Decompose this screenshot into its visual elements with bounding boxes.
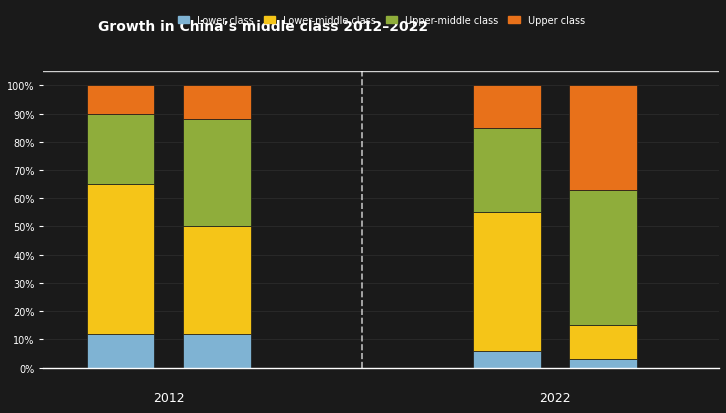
Bar <box>87 334 155 368</box>
Legend: Lower class, Lower-middle class, Upper-middle class, Upper class: Lower class, Lower-middle class, Upper-m… <box>174 12 589 30</box>
Text: 2012: 2012 <box>153 391 184 404</box>
Bar <box>184 334 251 368</box>
Bar <box>87 185 155 334</box>
Bar <box>569 325 637 359</box>
Bar <box>184 120 251 227</box>
Bar <box>87 114 155 185</box>
Bar <box>569 359 637 368</box>
Text: Growth in China’s middle class 2012–2022: Growth in China’s middle class 2012–2022 <box>97 19 428 33</box>
Bar <box>473 213 541 351</box>
Bar <box>87 86 155 114</box>
Text: 2022: 2022 <box>539 391 571 404</box>
Bar <box>473 86 541 128</box>
Bar <box>184 227 251 334</box>
Bar <box>473 351 541 368</box>
Bar <box>473 128 541 213</box>
Bar <box>569 86 637 190</box>
Bar <box>569 190 637 325</box>
Bar <box>184 86 251 120</box>
